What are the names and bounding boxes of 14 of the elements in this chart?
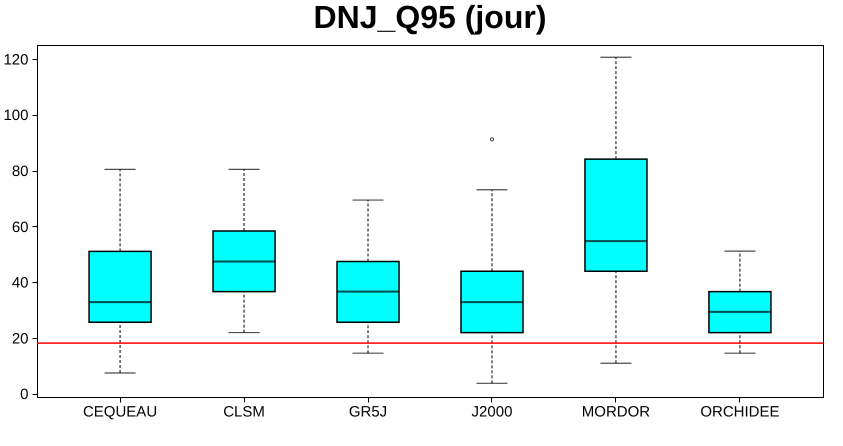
y-tick-label: 100 (3, 107, 28, 124)
x-tick-label: J2000 (472, 404, 512, 420)
x-tick-label: CLSM (223, 404, 265, 420)
y-tick-label: 80 (12, 163, 28, 180)
y-tick-label: 20 (12, 330, 28, 348)
y-tick-label: 40 (12, 274, 28, 292)
y-tick-label: 120 (3, 51, 28, 68)
y-tick-label: 0 (20, 386, 28, 404)
x-tick-label: CEQUEAU (82, 404, 158, 420)
x-tick-label: GR5J (348, 404, 388, 420)
x-tick-label: MORDOR (582, 404, 650, 420)
chart-title: DNJ_Q95 (jour) (314, 0, 546, 35)
y-tick-label: 60 (12, 218, 28, 236)
x-tick-label: ORCHIDEE (700, 404, 780, 420)
